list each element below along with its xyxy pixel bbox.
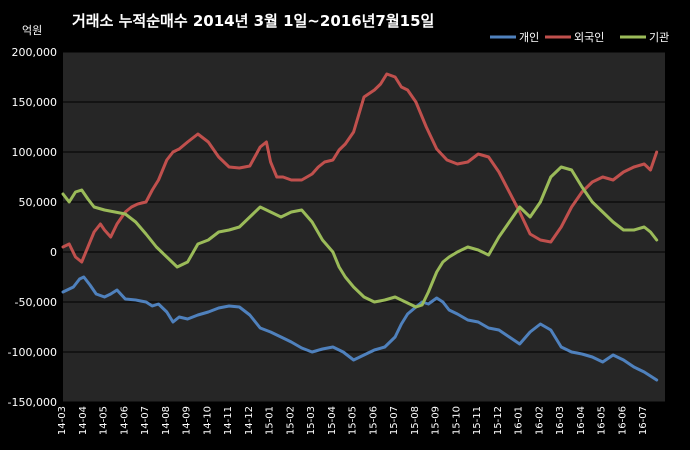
x-tick-label: 14-10 bbox=[202, 406, 213, 435]
x-tick-label: 14-04 bbox=[78, 406, 89, 435]
y-tick-label: -50,000 bbox=[15, 296, 57, 309]
plot-area bbox=[63, 52, 665, 402]
y-tick-label: -100,000 bbox=[8, 346, 57, 359]
x-tick-label: 15-05 bbox=[348, 406, 359, 435]
y-tick-label: 100,000 bbox=[12, 146, 58, 159]
series-line-3 bbox=[61, 165, 659, 309]
x-tick-label: 14-06 bbox=[119, 406, 130, 435]
y-tick-label: 150,000 bbox=[12, 96, 58, 109]
x-tick-label: 14-03 bbox=[57, 406, 68, 435]
x-tick-label: 14-09 bbox=[182, 406, 193, 435]
x-tick-label: 16-07 bbox=[638, 406, 649, 435]
y-tick-label: -150,000 bbox=[8, 396, 57, 409]
x-tick-label: 15-06 bbox=[368, 406, 379, 435]
x-tick-label: 15-04 bbox=[327, 406, 338, 435]
x-tick-label: 14-12 bbox=[244, 406, 255, 435]
x-tick-label: 16-02 bbox=[534, 406, 545, 435]
legend: 개인 외국인 기관 bbox=[490, 31, 669, 44]
y-tick-label: 200,000 bbox=[12, 46, 58, 59]
legend-label: 외국인 bbox=[574, 31, 604, 44]
legend-label: 개인 bbox=[519, 31, 539, 44]
y-axis-ticks: 200,000 150,000 100,000 50,000 0 -50,000 -100,… bbox=[8, 46, 57, 409]
x-tick-label: 15-08 bbox=[410, 406, 421, 435]
legend-label: 기관 bbox=[649, 31, 669, 44]
x-tick-label: 15-10 bbox=[451, 406, 462, 435]
x-tick-label: 15-01 bbox=[265, 406, 276, 435]
chart-title: 거래소 누적순매수 2014년 3월 1일~2016년7월15일 bbox=[72, 12, 434, 30]
x-tick-label: 15-09 bbox=[431, 406, 442, 435]
x-tick-label: 14-05 bbox=[99, 406, 110, 435]
x-tick-label: 15-12 bbox=[493, 406, 504, 435]
x-tick-label: 14-08 bbox=[161, 406, 172, 435]
x-tick-label: 16-03 bbox=[555, 406, 566, 435]
y-axis-label: 억원 bbox=[22, 24, 42, 37]
x-tick-label: 15-07 bbox=[389, 406, 400, 435]
y-tick-label: 0 bbox=[50, 246, 57, 259]
x-tick-label: 14-07 bbox=[140, 406, 151, 435]
x-tick-label: 16-01 bbox=[514, 406, 525, 435]
series-line-1 bbox=[61, 275, 659, 382]
x-tick-label: 16-04 bbox=[576, 406, 587, 435]
x-axis-ticks: 14-03 14-04 14-05 14-06 14-07 14-08 14-09 14-10… bbox=[57, 406, 649, 435]
x-tick-label: 15-11 bbox=[472, 406, 483, 435]
x-tick-label: 15-02 bbox=[285, 406, 296, 435]
x-tick-label: 15-03 bbox=[306, 406, 317, 435]
series-lines bbox=[61, 72, 659, 382]
x-tick-label: 16-05 bbox=[597, 406, 608, 435]
y-tick-label: 50,000 bbox=[19, 196, 58, 209]
x-tick-label: 16-06 bbox=[617, 406, 628, 435]
series-line-2 bbox=[61, 72, 659, 264]
x-tick-label: 14-11 bbox=[223, 406, 234, 435]
